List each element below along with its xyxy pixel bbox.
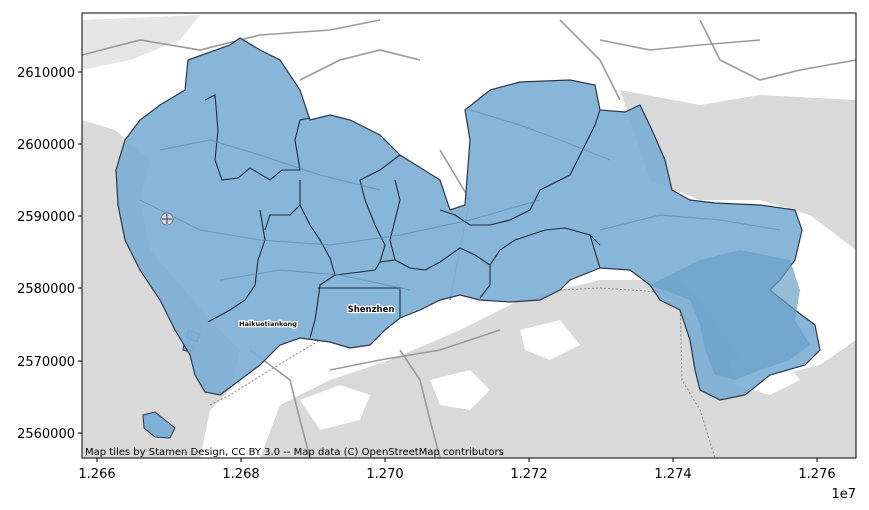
island	[142, 411, 176, 439]
internal-roads	[139, 109, 781, 291]
x-tick-label: 1.276	[798, 467, 835, 482]
district-boundaries	[204, 94, 601, 339]
district-label: Haikuotiankong	[239, 320, 297, 328]
y-tick-label: 2560000	[17, 427, 75, 442]
y-tick-label: 2600000	[17, 138, 75, 153]
y-axis: 2560000 2570000 2580000 2590000 2600000 …	[17, 66, 82, 442]
x-tick-label: 1.266	[78, 467, 115, 482]
x-tick-label: 1.268	[222, 467, 259, 482]
y-tick-label: 2570000	[17, 355, 75, 370]
coastal-band	[650, 250, 810, 380]
y-tick-label: 2580000	[17, 282, 75, 297]
plot-frame	[81, 12, 857, 459]
x-tick-label: 1.270	[366, 467, 403, 482]
east-land	[620, 90, 856, 250]
shenzhen-region	[115, 37, 821, 401]
x-tick-label: 1.272	[510, 467, 547, 482]
airport-icon	[160, 212, 174, 226]
city-label: Shenzhen	[348, 305, 395, 315]
attribution-text: Map tiles by Stamen Design, CC BY 3.0 --…	[85, 447, 504, 458]
region-fill	[115, 37, 821, 401]
x-offset-label: 1e7	[831, 487, 856, 502]
y-tick-label: 2610000	[17, 66, 75, 81]
x-tick-label: 1.274	[654, 467, 691, 482]
x-axis: 1.266 1.268 1.270 1.272 1.274 1.276 1e7	[78, 458, 856, 502]
y-tick-label: 2590000	[17, 210, 75, 225]
